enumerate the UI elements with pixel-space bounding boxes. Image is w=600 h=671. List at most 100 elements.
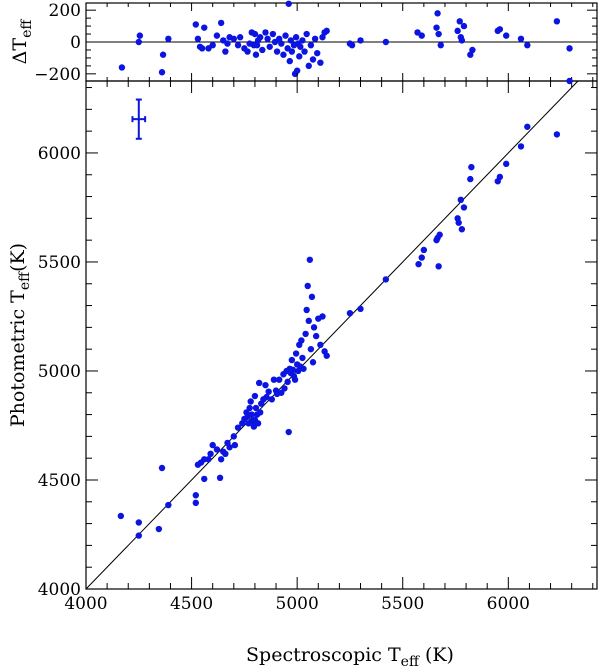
data-point (305, 317, 312, 325)
error-bar (131, 98, 147, 140)
residual-point (159, 51, 167, 58)
residual-point (194, 35, 202, 43)
y-tick-label: 5500 (38, 253, 81, 273)
residual-point (435, 30, 442, 38)
residual-point (224, 40, 231, 47)
data-point (319, 313, 326, 320)
residual-point (299, 37, 306, 44)
data-point (306, 256, 314, 263)
data-point (213, 446, 221, 453)
data-point (317, 341, 324, 349)
data-point (420, 246, 428, 254)
data-point (155, 525, 163, 533)
residual-point (469, 46, 476, 54)
main-frame (85, 80, 598, 590)
data-point (205, 456, 212, 463)
data-point (158, 464, 166, 472)
residual-point (198, 45, 206, 52)
residual-point (317, 59, 324, 66)
data-point (566, 77, 573, 85)
residual-panel: −200 0 200 ΔTeff (9, 0, 598, 85)
data-point (303, 306, 310, 314)
y-tick-label: 5000 (38, 362, 81, 382)
residual-point (305, 62, 312, 70)
data-point (165, 501, 172, 509)
x-tick-label: 5500 (381, 594, 424, 614)
data-point (299, 354, 306, 362)
residual-y-label-prefix: Δ (9, 51, 31, 65)
data-point (276, 376, 283, 383)
residual-point (264, 35, 271, 43)
main-panel: 4000 4500 5000 5500 6000 4000 4500 5000 5500 600… (7, 3, 598, 670)
x-tick-label: 6000 (487, 594, 530, 614)
residual-point (165, 35, 172, 43)
data-point (263, 393, 270, 401)
x-tick-label: 5000 (276, 594, 319, 614)
data-point (135, 532, 142, 539)
data-point (291, 376, 299, 383)
x-label-unit: (K) (419, 644, 454, 666)
data-point (247, 398, 254, 405)
data-point (304, 282, 311, 290)
residual-point (301, 48, 308, 55)
residual-point (456, 18, 463, 25)
data-point (234, 424, 242, 431)
residual-point (201, 24, 208, 31)
data-point (231, 441, 239, 449)
residual-point (217, 19, 225, 27)
residual-point (285, 0, 292, 7)
data-point (284, 378, 291, 386)
residual-point (259, 46, 266, 54)
residual-points (118, 0, 573, 78)
data-point (207, 450, 214, 458)
data-point (135, 519, 142, 526)
data-point (517, 143, 525, 150)
residual-point (323, 27, 330, 35)
data-point (458, 226, 466, 233)
y-label-base: Photometric T (7, 290, 29, 427)
residual-point (566, 45, 573, 52)
residual-point (496, 26, 504, 33)
data-point (262, 381, 269, 389)
data-point (323, 352, 330, 359)
main-y-ticks: 4000 4500 5000 5500 6000 (38, 87, 597, 600)
residual-point (293, 67, 301, 74)
data-point (285, 428, 292, 436)
residual-point (192, 21, 200, 28)
data-point (524, 123, 531, 130)
residual-point (236, 34, 244, 41)
data-point (222, 450, 229, 458)
data-point (257, 409, 264, 416)
data-point (415, 260, 422, 268)
data-point (254, 420, 262, 427)
data-point (192, 492, 200, 499)
data-point (300, 365, 307, 372)
residual-point (433, 24, 440, 31)
y-tick-label: 6000 (38, 144, 81, 164)
y-axis-label: Photometric Teff(K) (7, 243, 33, 427)
y-tick-label: 4500 (38, 471, 81, 491)
residual-point (524, 41, 531, 49)
data-point (298, 337, 305, 344)
residual-y-tick-label: 0 (70, 33, 81, 53)
data-point (255, 379, 263, 387)
residual-point (158, 69, 166, 76)
residual-point (467, 51, 474, 58)
residual-point (434, 10, 441, 17)
residual-y-tick-label: −200 (34, 65, 81, 85)
data-point (248, 411, 255, 418)
residual-point (251, 30, 259, 38)
data-point (308, 293, 316, 301)
residual-point (209, 41, 216, 49)
data-point (457, 196, 465, 204)
data-point (302, 330, 309, 338)
residual-point (314, 49, 321, 57)
data-point (230, 433, 238, 440)
residual-y-label-sub: eff (19, 19, 35, 38)
data-point (217, 456, 225, 463)
data-point (209, 441, 216, 449)
data-point (357, 305, 364, 313)
residual-point (287, 37, 295, 44)
data-point (455, 219, 462, 226)
